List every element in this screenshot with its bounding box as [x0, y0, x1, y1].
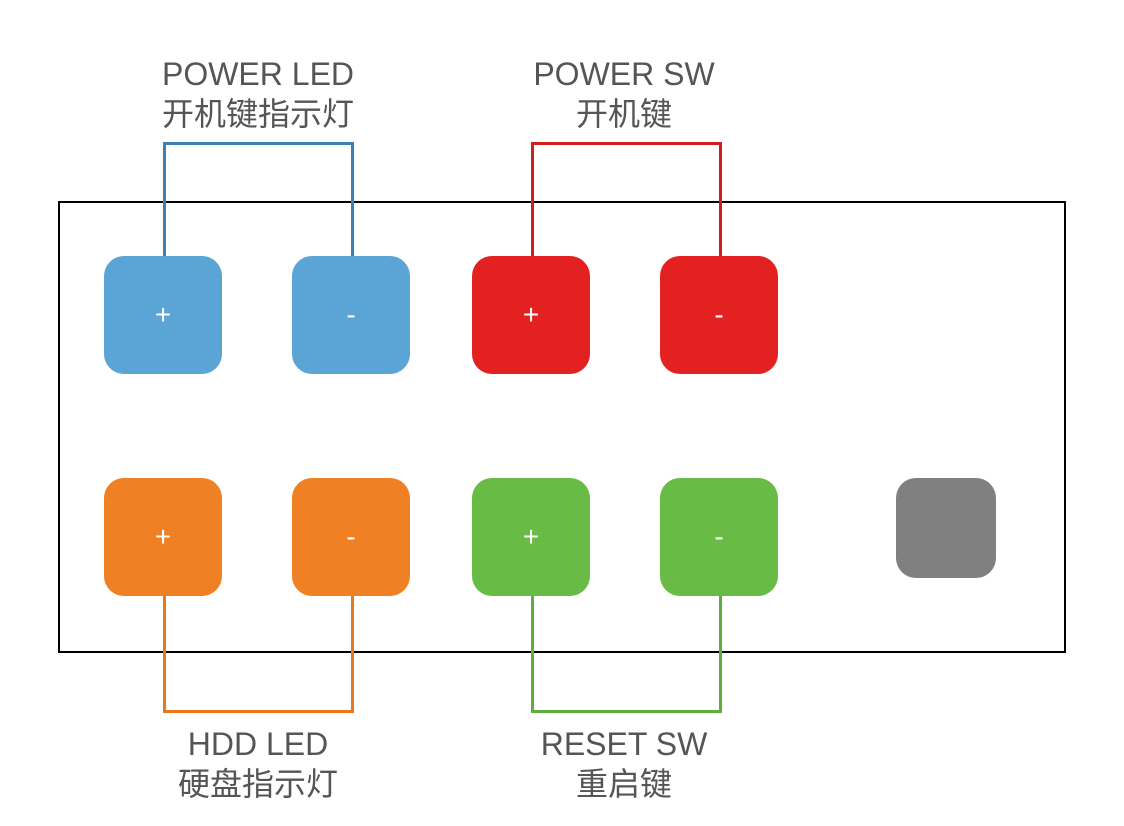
label-line2: 重启键: [424, 764, 824, 804]
diagram-stage: + - + - + - + - POWER LED 开机键指示灯 POWER S…: [0, 0, 1124, 826]
bracket-vl: [163, 596, 166, 713]
pin-symbol: -: [346, 301, 355, 329]
label-line2: 硬盘指示灯: [58, 764, 458, 804]
pin-symbol: +: [155, 523, 171, 551]
label-reset-sw: RESET SW 重启键: [424, 724, 824, 804]
label-line2: 开机键指示灯: [58, 94, 458, 134]
label-power-sw: POWER SW 开机键: [424, 54, 824, 134]
bracket-vl: [163, 142, 166, 259]
bracket-h: [531, 710, 722, 713]
pin-reset-sw-negative: -: [660, 478, 778, 596]
label-line1: POWER SW: [424, 54, 824, 94]
pin-reset-sw-positive: +: [472, 478, 590, 596]
label-hdd-led: HDD LED 硬盘指示灯: [58, 724, 458, 804]
label-line1: HDD LED: [58, 724, 458, 764]
pin-hdd-led-negative: -: [292, 478, 410, 596]
pin-power-sw-negative: -: [660, 256, 778, 374]
label-line2: 开机键: [424, 94, 824, 134]
pin-symbol: -: [714, 523, 723, 551]
bracket-h: [163, 710, 354, 713]
bracket-h: [163, 142, 354, 145]
bracket-h: [531, 142, 722, 145]
bracket-vl: [531, 596, 534, 713]
bracket-vr: [719, 142, 722, 259]
pin-symbol: +: [523, 523, 539, 551]
label-power-led: POWER LED 开机键指示灯: [58, 54, 458, 134]
bracket-vr: [719, 596, 722, 713]
label-line1: RESET SW: [424, 724, 824, 764]
pin-symbol: -: [346, 523, 355, 551]
bracket-vr: [351, 596, 354, 713]
pin-power-led-negative: -: [292, 256, 410, 374]
bracket-vr: [351, 142, 354, 259]
bracket-vl: [531, 142, 534, 259]
pin-power-sw-positive: +: [472, 256, 590, 374]
pin-blank: [896, 478, 996, 578]
pin-symbol: +: [155, 301, 171, 329]
label-line1: POWER LED: [58, 54, 458, 94]
pin-power-led-positive: +: [104, 256, 222, 374]
pin-hdd-led-positive: +: [104, 478, 222, 596]
pin-symbol: -: [714, 301, 723, 329]
pin-symbol: +: [523, 301, 539, 329]
